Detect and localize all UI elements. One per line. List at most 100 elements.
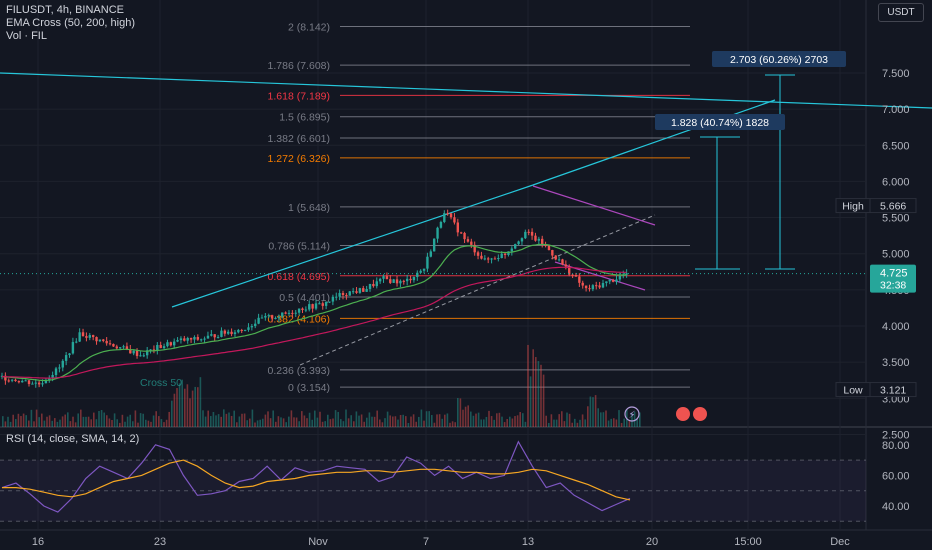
volume-bar [285, 422, 287, 427]
volume-bar [405, 416, 407, 427]
volume-bar [425, 411, 428, 427]
volume-bar [581, 414, 584, 427]
candle-body [517, 241, 520, 245]
volume-bar [503, 422, 506, 427]
volume-bar [540, 364, 542, 427]
candle-body [605, 281, 608, 284]
volume-bar [623, 418, 625, 427]
volume-bar [350, 415, 352, 427]
volume-bar [386, 411, 389, 427]
volume-bar [223, 409, 225, 427]
volume-bar [340, 419, 342, 427]
candle-body [149, 349, 152, 351]
candle-body [95, 337, 98, 342]
volume-bar [514, 416, 516, 427]
volume-bar [605, 410, 607, 427]
rsi-legend[interactable]: RSI (14, close, SMA, 14, 2) [6, 433, 140, 445]
candle-body [476, 252, 480, 256]
fib-level-label: 2 (8.142) [288, 22, 330, 34]
volume-legend[interactable]: Vol · FIL [6, 30, 47, 42]
volume-bar [163, 422, 165, 427]
volume-bar [155, 411, 157, 427]
volume-bar [446, 413, 449, 427]
fib-level-label: 0.236 (3.393) [268, 365, 330, 377]
rsi-tick-label: 60.00 [882, 470, 910, 482]
volume-bar [230, 415, 233, 427]
candle-body [530, 231, 534, 236]
rsi-tick-label: 40.00 [882, 501, 910, 513]
candle-body [4, 375, 7, 381]
candle-body [139, 355, 142, 357]
volume-bar [202, 410, 204, 427]
candle-body [159, 344, 162, 349]
volume-bar [610, 418, 612, 427]
candle-body [125, 346, 129, 350]
volume-bar [173, 393, 176, 427]
fib-level-label: 0.786 (5.114) [268, 240, 330, 252]
currency-button[interactable]: USDT [878, 3, 924, 22]
symbol-legend[interactable]: FILUSDT, 4h, BINANCE [6, 4, 124, 16]
candle-body [172, 341, 176, 346]
candle-body [534, 235, 537, 241]
volume-bar [85, 416, 87, 427]
candle-body [574, 274, 578, 277]
volume-bar [467, 405, 469, 427]
candle-body [429, 251, 432, 257]
volume-bar [542, 374, 545, 427]
volume-bar [397, 419, 399, 427]
volume-bar [142, 413, 144, 427]
candle-body [61, 360, 64, 368]
volume-bar [451, 421, 454, 427]
volume-bar [602, 412, 605, 427]
candle-body [598, 285, 601, 288]
volume-bar [22, 413, 25, 427]
volume-bar [259, 419, 261, 427]
volume-bar [509, 416, 511, 427]
candle-body [284, 312, 287, 314]
candle-body [304, 309, 308, 311]
candle-body [368, 284, 372, 289]
candle-body [274, 317, 277, 319]
volume-bar [282, 418, 285, 427]
fib-level-label: 0.618 (4.695) [268, 271, 330, 283]
volume-bar [46, 416, 48, 427]
price-tick-label: 5.500 [882, 213, 910, 225]
volume-bar [594, 395, 597, 427]
candle-body [37, 382, 41, 385]
candle-body [243, 329, 247, 331]
volume-bar [243, 413, 246, 427]
candle-body [507, 251, 510, 256]
volume-bar [550, 414, 553, 427]
volume-bar [558, 414, 560, 427]
volume-bar [613, 418, 615, 427]
volume-bar [477, 412, 480, 427]
candle-body [493, 258, 497, 260]
price-axis[interactable]: 2.5003.0003.5004.0004.5005.0005.5006.000… [624, 68, 917, 513]
volume-bar [464, 406, 467, 427]
volume-bar [184, 388, 186, 427]
volume-bar [327, 414, 329, 427]
candle-body [449, 213, 453, 218]
volume-bar [93, 412, 95, 427]
volume-bar [280, 417, 282, 427]
volume-bar [501, 416, 503, 427]
candle-body [162, 346, 166, 349]
candle-body [48, 378, 51, 380]
ema-legend[interactable]: EMA Cross (50, 200, high) [6, 17, 136, 29]
candle-body [257, 317, 260, 324]
price-tick-label: 7.500 [882, 68, 910, 80]
candle-body [102, 339, 105, 341]
channel-upper [532, 185, 656, 226]
cross-annotation: Cross 50 [140, 377, 182, 389]
measure-label-bg-2 [712, 51, 846, 67]
volume-bar [100, 410, 103, 427]
volume-bar [483, 419, 485, 427]
candle-body [78, 332, 81, 342]
volume-bar [620, 422, 623, 427]
volume-bar [592, 397, 594, 427]
candle-body [551, 250, 554, 256]
candle-body [524, 231, 527, 239]
candle-body [419, 270, 422, 273]
time-axis[interactable]: 16 23 Nov 7 13 20 15:00 Dec [32, 536, 850, 548]
